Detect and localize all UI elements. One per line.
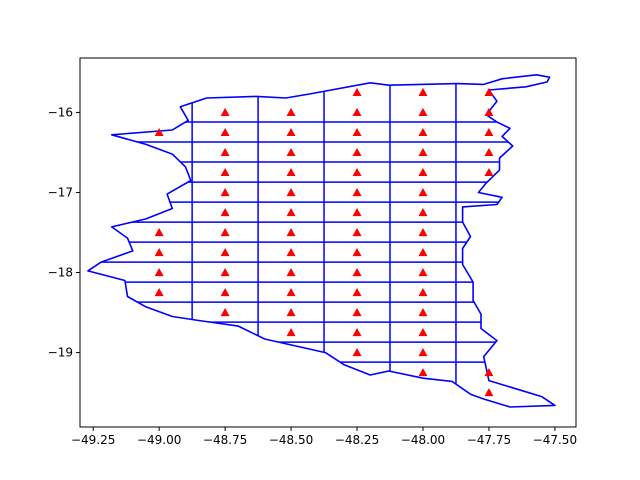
y-tick-label: −16 <box>48 105 73 119</box>
triangle-marker <box>220 288 230 297</box>
triangle-marker <box>484 107 494 117</box>
x-tick-label: −49.25 <box>71 433 115 447</box>
triangle-marker <box>154 248 164 257</box>
triangle-marker <box>418 248 428 257</box>
triangle-marker <box>220 107 230 117</box>
y-tick-label: −18 <box>48 266 73 280</box>
triangle-marker <box>286 248 296 257</box>
triangle-marker <box>220 227 230 237</box>
triangle-marker <box>220 147 230 157</box>
triangle-marker <box>352 268 362 277</box>
x-tick-label: −48.50 <box>269 433 313 447</box>
triangle-marker <box>418 167 428 177</box>
triangle-marker <box>220 248 230 257</box>
triangle-marker <box>418 268 428 277</box>
triangle-marker <box>220 207 230 217</box>
triangle-marker <box>352 328 362 337</box>
triangle-marker <box>286 107 296 117</box>
triangle-marker <box>352 107 362 117</box>
x-tick-label: −48.25 <box>335 433 379 447</box>
triangle-marker <box>220 187 230 197</box>
triangle-marker <box>286 328 296 337</box>
triangle-marker <box>154 288 164 297</box>
triangle-marker <box>484 368 494 377</box>
triangle-marker <box>418 207 428 217</box>
triangle-marker <box>286 187 296 197</box>
triangle-marker <box>352 87 362 97</box>
x-tick-label: −47.50 <box>533 433 577 447</box>
triangle-marker <box>154 268 164 277</box>
triangle-marker <box>220 308 230 317</box>
triangle-marker <box>484 167 494 177</box>
triangle-marker <box>484 147 494 157</box>
triangle-marker <box>352 207 362 217</box>
y-tick-label: −17 <box>48 185 73 199</box>
triangle-marker <box>286 147 296 157</box>
triangle-marker <box>154 227 164 237</box>
triangle-marker <box>418 288 428 297</box>
triangle-marker <box>352 127 362 137</box>
triangle-marker <box>154 127 164 137</box>
triangle-marker <box>484 127 494 137</box>
triangle-marker <box>352 248 362 257</box>
triangle-marker <box>418 328 428 337</box>
triangle-marker <box>418 87 428 97</box>
triangle-marker <box>352 167 362 177</box>
triangle-marker <box>352 147 362 157</box>
triangle-marker <box>220 268 230 277</box>
triangle-marker <box>352 227 362 237</box>
triangle-marker <box>352 288 362 297</box>
triangle-marker <box>352 187 362 197</box>
triangle-marker <box>484 388 494 397</box>
y-tick-label: −19 <box>48 346 73 360</box>
x-tick-label: −49.00 <box>137 433 181 447</box>
triangle-marker <box>418 127 428 137</box>
triangle-marker <box>418 147 428 157</box>
triangle-marker <box>418 348 428 357</box>
triangle-marker <box>418 308 428 317</box>
triangle-marker <box>352 348 362 357</box>
triangle-marker <box>418 368 428 377</box>
triangle-marker <box>286 127 296 137</box>
triangle-marker <box>220 167 230 177</box>
triangle-marker <box>352 308 362 317</box>
triangle-marker <box>220 127 230 137</box>
axes: −49.25 −49.00 −48.75 −48.50 −48.25 −48.00 −47.… <box>48 57 577 447</box>
triangle-marker <box>418 107 428 117</box>
x-tick-label: −47.75 <box>467 433 511 447</box>
triangle-marker <box>286 167 296 177</box>
triangle-marker <box>418 187 428 197</box>
x-tick-label: −48.75 <box>203 433 247 447</box>
triangle-marker <box>286 288 296 297</box>
markers <box>154 87 494 397</box>
triangle-marker <box>286 207 296 217</box>
triangle-marker <box>484 87 494 97</box>
triangle-marker <box>286 268 296 277</box>
axes-frame <box>79 57 577 428</box>
triangle-marker <box>286 227 296 237</box>
triangle-marker <box>418 227 428 237</box>
triangle-marker <box>286 308 296 317</box>
x-tick-label: −48.00 <box>401 433 445 447</box>
region-outline <box>87 74 556 408</box>
